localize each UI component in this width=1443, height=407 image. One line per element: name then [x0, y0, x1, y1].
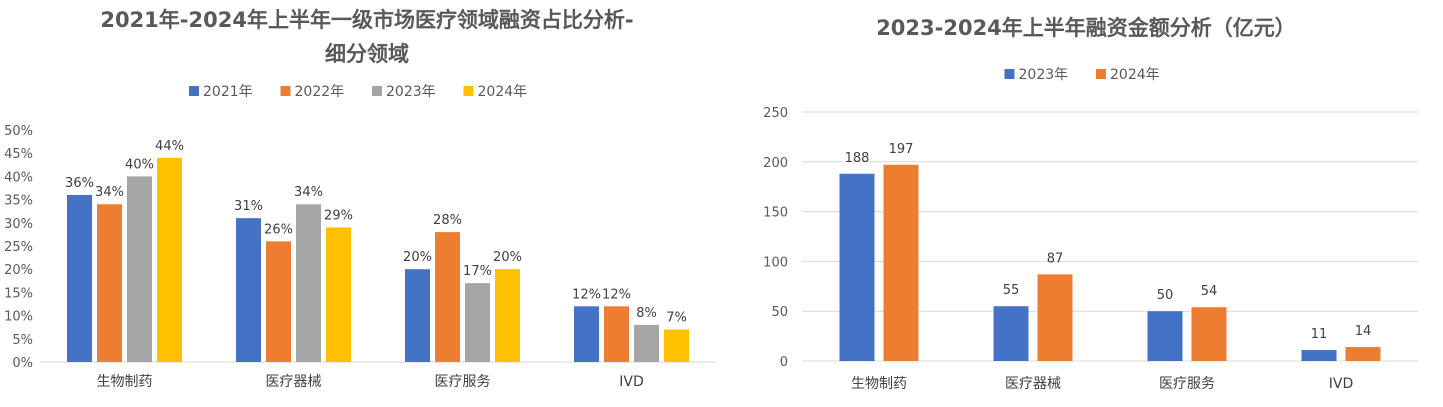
chart-1-legend-label-1: 2024年 — [1110, 67, 1160, 83]
chart-0-bar-3-3 — [664, 329, 689, 362]
chart-0-bar-3-2 — [495, 269, 520, 362]
chart-0-bar-1-1 — [266, 241, 291, 362]
chart-0-category-label-3: IVD — [619, 374, 644, 390]
chart-0-data-label-2-3: 8% — [636, 306, 657, 321]
chart-1-category-label-0: 生物制药 — [851, 376, 907, 392]
chart-0-data-label-3-3: 7% — [666, 311, 687, 326]
chart-0-legend-label-1: 2022年 — [295, 84, 345, 100]
chart-1-bar-0-2 — [1147, 311, 1183, 361]
chart-0-bar-0-3 — [574, 306, 599, 362]
chart-0-bar-1-2 — [435, 232, 460, 362]
chart-0-data-label-1-1: 26% — [264, 222, 293, 237]
chart-1-legend-label-0: 2023年 — [1019, 67, 1069, 83]
chart-1-y-tick-2: 100 — [763, 255, 788, 270]
chart-0-category-label-1: 医疗器械 — [266, 374, 322, 390]
chart-0-data-label-3-2: 20% — [493, 250, 522, 265]
chart-0-bar-2-1 — [296, 204, 321, 362]
chart-1-y-tick-1: 50 — [771, 305, 788, 320]
chart-0-legend-swatch-3 — [463, 86, 474, 96]
chart-0-y-tick-3: 15% — [4, 286, 33, 301]
chart-0-data-label-0-1: 31% — [234, 199, 263, 214]
chart-1-legend-swatch-0 — [1004, 69, 1015, 79]
chart-0-data-label-3-0: 44% — [155, 139, 184, 154]
chart-0-y-tick-0: 0% — [12, 356, 33, 371]
chart-1-legend-swatch-1 — [1096, 69, 1106, 79]
chart-0-data-label-2-1: 34% — [294, 185, 323, 200]
chart-0-data-label-0-3: 12% — [572, 287, 601, 302]
chart-1-category-label-1: 医疗器械 — [1005, 376, 1061, 392]
chart-0-bar-1-3 — [604, 306, 629, 362]
chart-0-y-tick-9: 45% — [4, 147, 33, 162]
chart-0-legend-label-2: 2023年 — [386, 84, 436, 100]
chart-0-bar-2-2 — [465, 283, 490, 362]
chart-0-legend-swatch-0 — [189, 86, 199, 96]
chart-1-bar-1-0 — [883, 164, 919, 361]
chart-0-title-line-1: 细分领域 — [325, 42, 409, 66]
chart-1-y-tick-4: 200 — [763, 156, 788, 171]
chart-1-category-label-2: 医疗服务 — [1159, 376, 1215, 392]
chart-0-y-tick-2: 10% — [4, 310, 33, 325]
chart-0-data-label-0-2: 20% — [403, 250, 432, 265]
chart-1-y-tick-3: 150 — [763, 206, 788, 221]
chart-1-y-tick-0: 0 — [780, 355, 788, 370]
chart-1-bar-1-3 — [1345, 347, 1381, 361]
chart-0-title-line-0: 2021年-2024年上半年一级市场医疗领域融资占比分析- — [100, 8, 633, 32]
chart-0-y-tick-8: 40% — [4, 170, 33, 185]
chart-1-bar-1-2 — [1191, 307, 1227, 361]
chart-0-y-tick-4: 20% — [4, 263, 33, 278]
chart-0-bar-2-3 — [634, 324, 659, 362]
chart-0-data-label-2-2: 17% — [463, 264, 492, 279]
chart-1-bar-1-1 — [1037, 274, 1073, 361]
chart-1-data-label-0-2: 50 — [1157, 288, 1174, 303]
chart-0-y-tick-7: 35% — [4, 194, 33, 209]
chart-1-title-line-0: 2023-2024年上半年融资金额分析（亿元） — [876, 16, 1296, 40]
chart-0-bar-3-1 — [326, 227, 351, 362]
chart-1-data-label-1-3: 14 — [1355, 324, 1372, 339]
chart-1-bar-0-0 — [839, 173, 875, 361]
chart-0-data-label-1-0: 34% — [95, 185, 124, 200]
chart-0-bar-1-0 — [97, 204, 122, 362]
chart-0-data-label-1-2: 28% — [433, 213, 462, 228]
chart-1-bar-0-1 — [993, 306, 1029, 361]
chart-0-category-label-0: 生物制药 — [97, 374, 153, 390]
chart-0-bar-0-0 — [67, 194, 92, 362]
chart-0-data-label-3-1: 29% — [324, 208, 353, 223]
chart-0-data-label-1-3: 12% — [602, 287, 631, 302]
chart-0-y-tick-10: 50% — [4, 124, 33, 139]
chart-1-category-label-3: IVD — [1329, 376, 1354, 392]
chart-0-bar-3-0 — [157, 157, 182, 362]
chart-0-legend-swatch-2 — [372, 86, 382, 96]
chart-0-legend-label-3: 2024年 — [478, 84, 528, 100]
chart-1-data-label-0-1: 55 — [1003, 283, 1020, 298]
chart-0-category-label-2: 医疗服务 — [435, 374, 491, 390]
chart-1-y-tick-5: 250 — [763, 106, 788, 121]
chart-0-y-tick-6: 30% — [4, 217, 33, 232]
chart-1-data-label-0-3: 11 — [1311, 327, 1328, 342]
chart-0-bar-2-0 — [127, 176, 152, 362]
chart-0-bar-0-1 — [236, 218, 261, 362]
chart-0-legend-label-0: 2021年 — [203, 84, 253, 100]
chart-0-bar-0-2 — [405, 269, 430, 362]
chart-0-data-label-2-0: 40% — [125, 157, 154, 172]
chart-1-data-label-0-0: 188 — [845, 151, 870, 166]
chart-1-data-label-1-1: 87 — [1047, 251, 1064, 266]
chart-1-data-label-1-2: 54 — [1201, 284, 1218, 299]
chart-0-data-label-0-0: 36% — [65, 176, 94, 191]
chart-1-bar-0-3 — [1301, 350, 1337, 361]
chart-0-legend-swatch-1 — [280, 86, 291, 96]
chart-0-y-tick-5: 25% — [4, 240, 33, 255]
chart-0-y-tick-1: 5% — [12, 333, 33, 348]
chart-1-data-label-1-0: 197 — [889, 142, 914, 157]
